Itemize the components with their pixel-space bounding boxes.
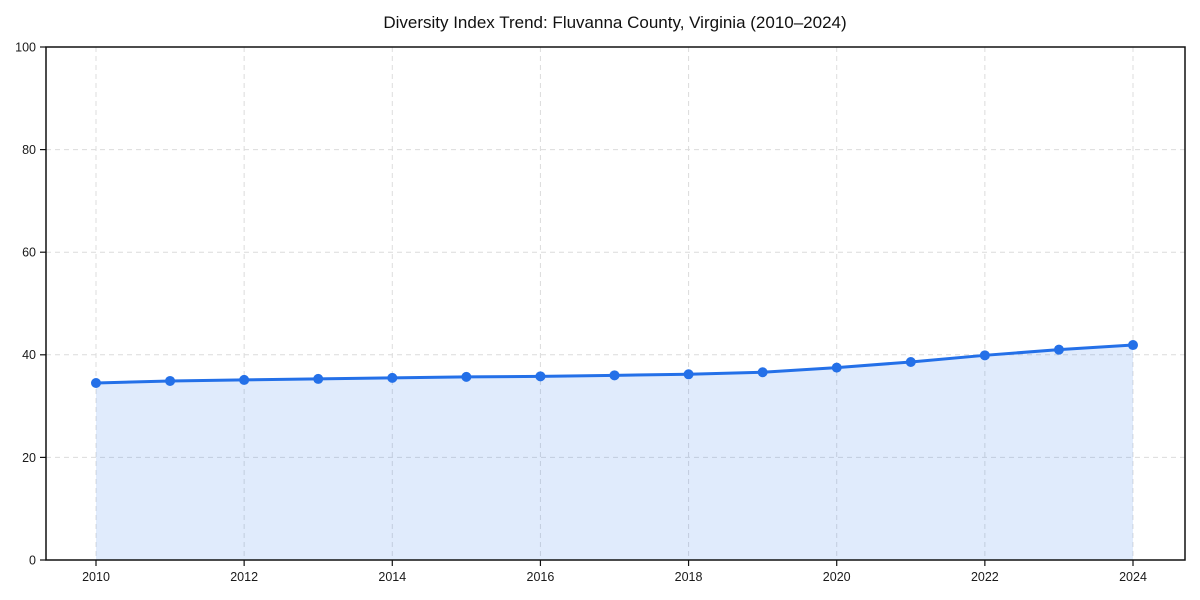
y-axis-label: 100 [15, 40, 36, 54]
data-points-layer [91, 340, 1138, 389]
data-point [91, 378, 101, 389]
data-point [609, 370, 620, 381]
data-point [387, 372, 398, 383]
gridlines-layer [46, 47, 1185, 560]
data-point [313, 373, 324, 384]
x-axis-label: 2014 [378, 570, 406, 584]
data-point [239, 374, 250, 385]
data-point [165, 375, 176, 386]
y-axis-label: 60 [22, 246, 36, 260]
area-fill-layer [96, 345, 1133, 560]
y-axis-label: 20 [22, 451, 36, 465]
data-point [831, 362, 842, 373]
data-point [757, 367, 768, 378]
x-axis-label: 2018 [675, 570, 703, 584]
x-axis-label: 2016 [527, 570, 555, 584]
x-axis-label: 2022 [971, 570, 999, 584]
y-axis-label: 80 [22, 143, 36, 157]
chart-title: Diversity Index Trend: Fluvanna County, … [383, 13, 846, 32]
axis-ticks-layer [40, 46, 1134, 566]
x-axis-label: 2012 [230, 570, 258, 584]
data-point [979, 350, 990, 361]
data-point [683, 369, 694, 380]
axis-labels-layer: 0 20 40 60 80 100 2010 2012 2014 2016 2018 2020 2022… [15, 40, 1147, 584]
data-point [1053, 344, 1064, 355]
y-axis-label: 0 [29, 553, 36, 567]
x-axis-label: 2010 [82, 570, 110, 584]
data-point [905, 356, 916, 367]
data-point [535, 371, 546, 382]
x-axis-label: 2024 [1119, 570, 1147, 584]
y-axis-label: 40 [22, 348, 36, 362]
data-point [461, 371, 472, 382]
data-point [1128, 340, 1138, 351]
x-axis-label: 2020 [823, 570, 851, 584]
area-fill [96, 345, 1133, 560]
plot-frame [45, 46, 1186, 561]
plot-frame-layer [45, 46, 1186, 561]
